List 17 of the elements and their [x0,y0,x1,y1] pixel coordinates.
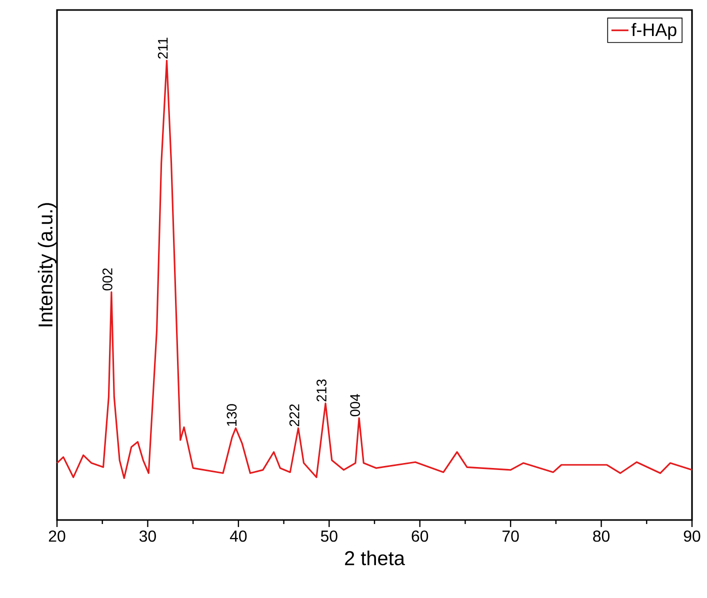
x-tick-label: 70 [502,530,519,542]
annotation: 222 [289,404,300,426]
y-axis-title: Intensity (a.u.) [38,203,56,326]
annotation: 004 [350,394,360,416]
x-tick-label: 50 [320,530,338,542]
x-tick-label: 90 [684,530,700,542]
x-tick-label: 30 [139,530,156,542]
annotation: 130 [226,404,237,426]
annotation: 211 [158,38,168,59]
x-tick-label: 60 [412,530,428,542]
x-tick-label: 40 [230,530,247,542]
x-tick-label: 80 [593,530,610,542]
x-axis-title: 2 theta [345,550,405,566]
legend-label: f-HAp [632,23,676,40]
annotation: 213 [316,379,326,402]
annotation: 002 [102,268,112,290]
x-tick-label: 20 [48,530,66,542]
